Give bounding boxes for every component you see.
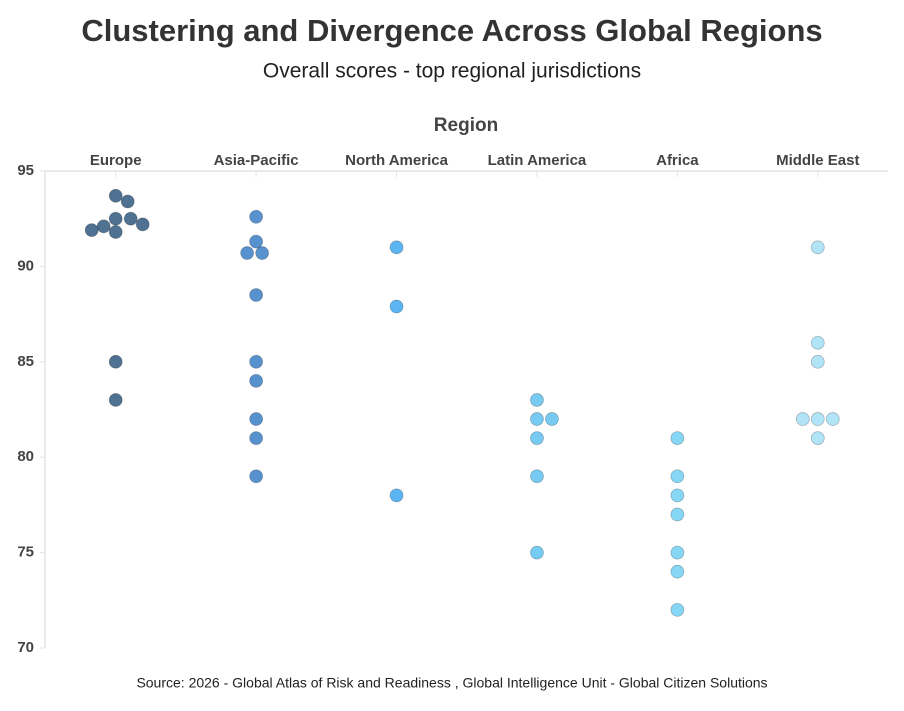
data-point — [96, 219, 111, 234]
data-point — [135, 217, 150, 232]
data-point — [545, 412, 559, 426]
data-point — [249, 209, 264, 224]
x-tick-label: Middle East — [776, 152, 859, 169]
data-point — [108, 211, 123, 226]
data-point — [810, 240, 825, 255]
y-tick-label: 75 — [17, 544, 34, 561]
x-tick-label: North America — [345, 152, 448, 169]
data-point — [670, 469, 685, 484]
data-point — [810, 335, 825, 350]
data-point — [249, 234, 264, 249]
data-point — [108, 393, 123, 407]
data-point — [795, 412, 810, 426]
data-point — [670, 488, 685, 503]
chart-subtitle: Overall scores - top regional jurisdicti… — [263, 60, 641, 83]
data-point — [530, 431, 544, 446]
data-point — [240, 246, 255, 260]
y-tick-label: 80 — [17, 448, 34, 465]
data-point — [249, 354, 264, 369]
data-point — [530, 469, 544, 484]
data-point — [389, 488, 404, 503]
data-point — [810, 354, 825, 369]
data-point — [84, 223, 99, 238]
data-point — [108, 188, 123, 203]
data-point — [810, 412, 825, 426]
chart-title: Clustering and Divergence Across Global … — [81, 13, 822, 48]
data-point — [389, 299, 404, 314]
data-point — [389, 240, 404, 255]
data-point — [530, 393, 544, 407]
data-point — [249, 412, 264, 426]
data-point — [249, 373, 264, 388]
data-point — [120, 194, 135, 209]
data-point — [108, 354, 123, 369]
data-point — [670, 545, 685, 560]
data-point — [249, 469, 264, 484]
data-point — [530, 412, 544, 426]
x-tick-label: Africa — [656, 152, 699, 169]
data-point — [255, 246, 270, 260]
x-axis-title: Region — [434, 115, 498, 136]
data-point — [670, 602, 685, 617]
data-point — [249, 431, 264, 446]
y-tick-label: 85 — [17, 353, 34, 370]
data-point — [810, 431, 825, 446]
data-point — [670, 431, 685, 446]
y-tick-label: 95 — [17, 162, 34, 179]
data-point — [530, 545, 544, 560]
x-tick-label: Europe — [90, 152, 142, 169]
data-point — [249, 288, 264, 302]
data-point — [670, 564, 685, 579]
data-point — [108, 225, 123, 239]
source-note: Source: 2026 - Global Atlas of Risk and … — [136, 675, 767, 691]
x-tick-label: Latin America — [488, 152, 587, 169]
x-tick-label: Asia-Pacific — [214, 152, 299, 169]
data-point — [123, 211, 138, 226]
y-tick-label: 90 — [17, 257, 34, 274]
data-point — [825, 412, 840, 426]
y-tick-label: 70 — [17, 639, 34, 656]
data-point — [670, 507, 685, 522]
